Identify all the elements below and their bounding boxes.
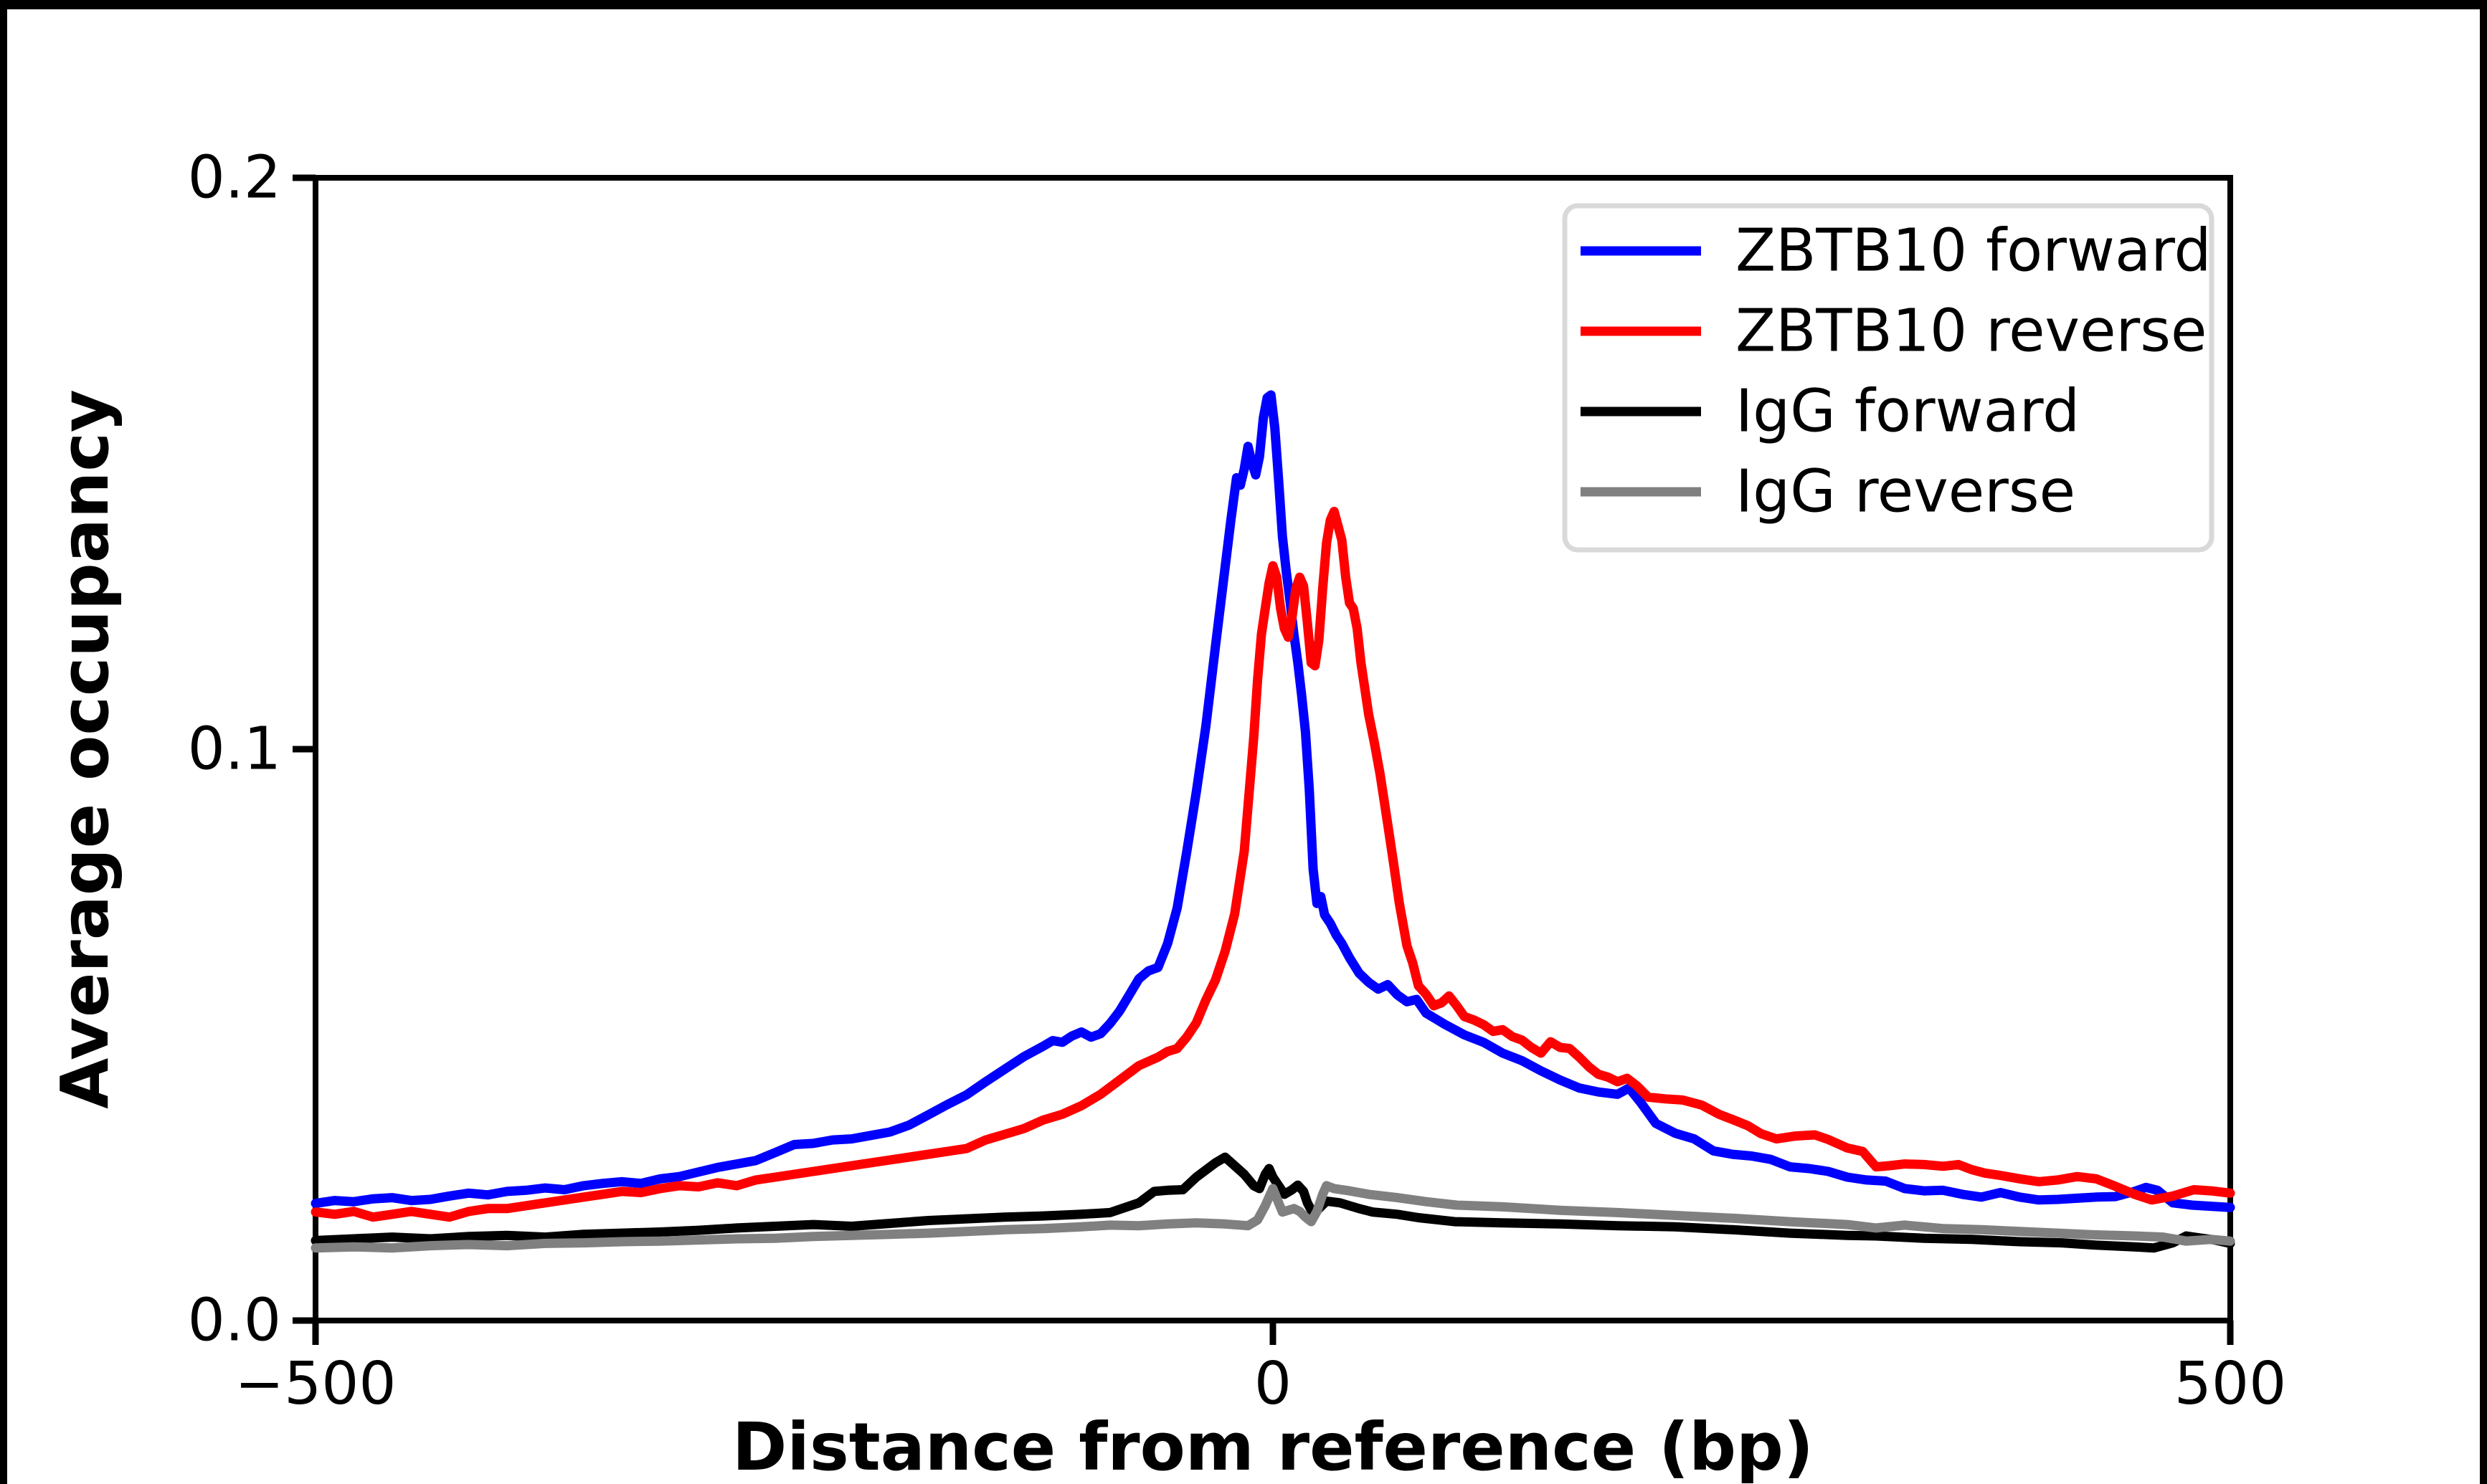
series-line-zbtb10-forward [311,390,2235,1212]
series-line-igg-reverse [311,1181,2235,1253]
legend: ZBTB10 forward ZBTB10 reverse IgG forwar… [1562,203,2214,553]
legend-label-igg-reverse: IgG reverse [1735,458,2075,526]
frame-left [0,0,7,1484]
x-tick-label-500: 500 [2174,1350,2287,1418]
legend-label-zbtb10-forward: ZBTB10 forward [1735,217,2212,285]
axis-ticks [293,174,2234,1345]
x-tick-label-0: 0 [1254,1350,1292,1418]
series-group [311,390,2235,1253]
frame-right [2480,0,2487,1484]
y-tick-label-0-2: 0.2 [188,144,281,212]
series-line-igg-forward [311,1152,2235,1253]
x-axis-title: Distance from reference (bp) [732,1409,1814,1484]
legend-label-igg-forward: IgG forward [1735,378,2080,446]
x-tick-label-minus500: −500 [235,1350,396,1418]
legend-box [1562,203,2214,553]
y-tick-label-0-0: 0.0 [188,1287,281,1355]
legend-label-zbtb10-reverse: ZBTB10 reverse [1735,298,2207,366]
y-tick-label-0-1: 0.1 [188,715,281,784]
series-line-zbtb10-reverse [311,506,2235,1222]
frame-top [0,0,2487,9]
y-axis-title: Average occupancy [47,389,123,1109]
